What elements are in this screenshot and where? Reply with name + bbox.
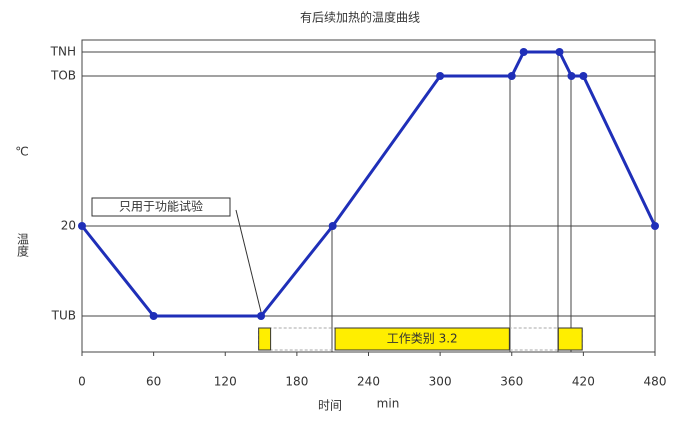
y-axis-unit: ℃ xyxy=(15,145,28,159)
x-tick-label: 180 xyxy=(285,375,308,389)
x-tick-label: 360 xyxy=(500,375,523,389)
x-tick-label: 240 xyxy=(357,375,380,389)
highlight-range xyxy=(258,327,272,351)
y-tick-label: TOB xyxy=(50,69,76,83)
annotation: 只用于功能试验 xyxy=(119,199,203,214)
x-tick-label: 420 xyxy=(572,375,595,389)
x-tick-label: 480 xyxy=(644,375,667,389)
marker xyxy=(507,72,516,80)
x-axis-unit: min xyxy=(377,397,400,411)
marker xyxy=(328,222,337,230)
y-tick-label: TNH xyxy=(50,45,76,59)
marker xyxy=(651,222,659,230)
highlight-range xyxy=(334,327,510,351)
x-tick-label: 300 xyxy=(429,375,452,389)
marker xyxy=(436,72,445,80)
marker xyxy=(579,72,588,80)
x-axis-label: 时间 xyxy=(318,399,342,413)
line xyxy=(80,50,657,318)
marker xyxy=(567,72,576,80)
annotation-arrow xyxy=(235,209,263,317)
highlight-range xyxy=(557,327,583,351)
x-tick-label: 120 xyxy=(214,375,237,389)
marker xyxy=(519,48,528,56)
x-tick-label: 60 xyxy=(146,375,161,389)
annotation-box xyxy=(91,197,231,217)
marker xyxy=(555,48,564,56)
y-axis-label: 温度 xyxy=(16,233,30,257)
y-tick-label: 20 xyxy=(61,219,76,233)
y-tick-label: TUB xyxy=(51,309,76,323)
plot-frame xyxy=(81,39,656,353)
marker xyxy=(149,312,158,320)
marker xyxy=(257,312,266,320)
x-tick-label: 0 xyxy=(78,375,86,389)
chart-title: 有后续加热的温度曲线 xyxy=(300,10,420,25)
highlight-label: 工作类别 3.2 xyxy=(387,332,458,346)
marker xyxy=(78,222,86,230)
